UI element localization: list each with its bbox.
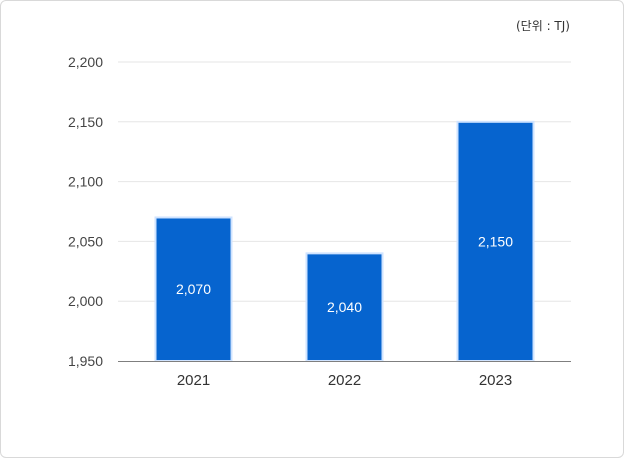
bar-2023 xyxy=(456,120,535,362)
bars: 2,070 2,040 2,150 xyxy=(154,120,535,362)
bar-2021 xyxy=(154,216,233,362)
x-tick-label: 2021 xyxy=(177,372,210,389)
y-tick-label: 2,200 xyxy=(68,54,103,70)
y-tick-label: 2,100 xyxy=(68,174,103,190)
y-tick-label: 2,000 xyxy=(68,293,103,309)
x-tick-label: 2023 xyxy=(479,372,512,389)
bar-value-label: 2,150 xyxy=(478,233,513,249)
y-axis-ticks: 1,950 2,000 2,050 2,100 2,150 2,200 xyxy=(68,54,103,369)
bar-value-label: 2,040 xyxy=(327,299,362,315)
x-tick-label: 2022 xyxy=(328,372,361,389)
x-axis-ticks: 2021 2022 2023 xyxy=(177,372,512,389)
unit-label: (단위 : TJ) xyxy=(516,19,570,33)
y-tick-label: 2,150 xyxy=(68,114,103,130)
bar-2022 xyxy=(305,252,384,362)
bar-value-label: 2,070 xyxy=(176,281,211,297)
y-tick-label: 1,950 xyxy=(68,353,103,369)
y-tick-label: 2,050 xyxy=(68,233,103,249)
